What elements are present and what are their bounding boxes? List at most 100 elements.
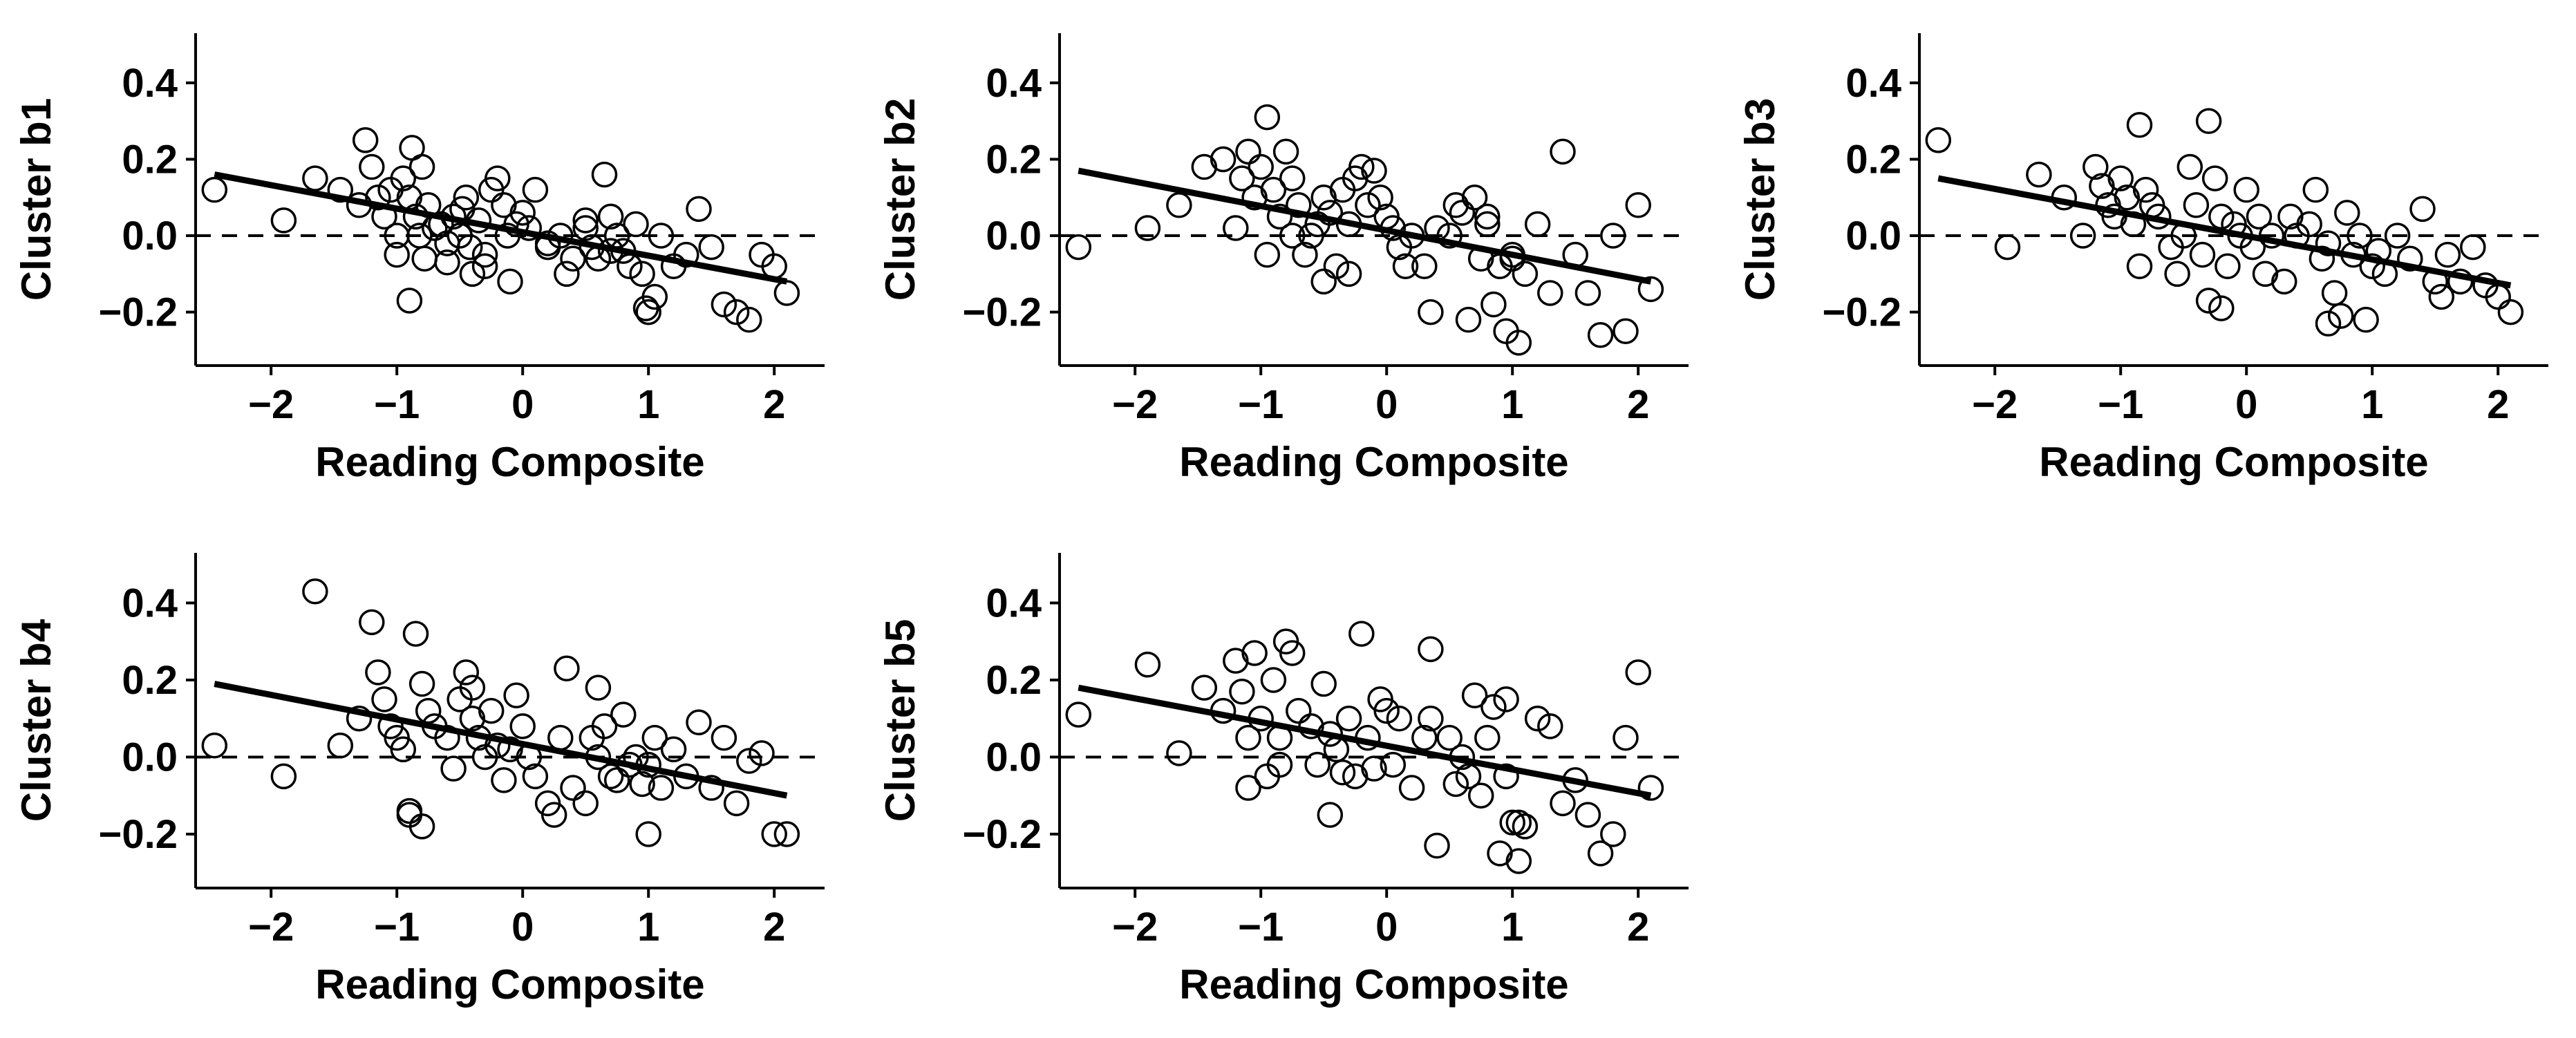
scatter-point — [1065, 701, 1092, 728]
scatter-point — [1455, 306, 1482, 333]
scatter-point — [572, 207, 599, 234]
scatter-point — [1065, 234, 1092, 261]
y-tick-label: −0.2 — [963, 812, 1042, 857]
scatter-point — [428, 211, 454, 238]
scatter-point — [2296, 211, 2322, 238]
scatter-point — [648, 775, 675, 801]
scatter-point — [560, 775, 586, 801]
scatter-point — [1335, 261, 1362, 287]
scatter-point — [711, 291, 737, 318]
scatter-point — [1424, 832, 1450, 859]
scatter-point — [1323, 253, 1350, 280]
scatter-point — [1625, 659, 1651, 686]
scatter-point — [1524, 211, 1551, 238]
y-tick-label: −0.2 — [1823, 290, 1902, 335]
x-tick-label: 0 — [511, 382, 534, 427]
scatter-point — [1260, 176, 1287, 203]
scatter-point — [1587, 322, 1614, 348]
scatter-point — [1474, 724, 1501, 751]
scatter-point — [365, 659, 391, 686]
scatter-point — [396, 287, 423, 314]
scatter-point — [346, 705, 373, 732]
scatter-point — [1279, 640, 1306, 666]
scatter-point — [1317, 200, 1344, 226]
scatter-point — [302, 578, 328, 605]
scatter-point — [591, 161, 618, 188]
y-axis-title: Cluster b1 — [13, 98, 59, 301]
scatter-point — [1613, 318, 1639, 344]
scatter-point — [1223, 215, 1249, 241]
scatter-point — [2215, 253, 2241, 280]
y-tick-label: 0.0 — [986, 214, 1042, 258]
scatter-point — [365, 184, 391, 211]
y-tick-label: 0.4 — [122, 61, 178, 106]
scatter-point — [1134, 651, 1161, 678]
scatter-point — [1229, 678, 1255, 705]
x-tick-label: −1 — [2098, 382, 2143, 427]
scatter-point — [1487, 840, 1513, 867]
scatter-point — [201, 732, 228, 759]
scatter-point — [2189, 241, 2216, 268]
scatter-point — [560, 245, 586, 272]
scatter-point — [2353, 306, 2379, 333]
x-tick-label: 1 — [1501, 382, 1523, 427]
scatter-point — [2315, 230, 2342, 256]
y-tick-label: 0.0 — [122, 214, 178, 258]
scatter-point — [1637, 276, 1664, 303]
y-axis-title: Cluster b2 — [877, 98, 923, 301]
scatter-point — [453, 184, 480, 211]
scatter-point — [1348, 621, 1375, 647]
x-tick-label: 1 — [1501, 905, 1523, 950]
y-tick-label: 0.0 — [122, 735, 178, 780]
scatter-point — [1600, 821, 1626, 847]
scatter-point — [1380, 751, 1407, 778]
scatter-point — [698, 234, 724, 261]
x-axis-title: Reading Composite — [315, 439, 704, 485]
scatter-point — [270, 763, 297, 790]
scatter-point — [1191, 674, 1218, 701]
scatter-point — [1279, 165, 1306, 191]
scatter-point — [736, 306, 762, 333]
scatter-point — [384, 223, 410, 249]
y-tick-label: −0.2 — [99, 812, 178, 857]
x-tick-label: −2 — [248, 905, 294, 950]
scatter-point — [491, 192, 517, 218]
scatter-point — [408, 153, 435, 180]
scatter-point — [635, 821, 661, 847]
scatter-point — [1574, 802, 1601, 828]
scatter-point — [509, 200, 536, 226]
y-tick-label: 0.4 — [986, 61, 1042, 106]
scatter-point — [402, 621, 429, 647]
scatter-point — [2126, 253, 2153, 280]
scatter-point — [1286, 192, 1312, 218]
scatter-point — [603, 767, 630, 793]
scatter-point — [459, 705, 486, 732]
scatter-point — [1272, 138, 1299, 165]
x-tick-label: 1 — [637, 905, 659, 950]
scatter-point — [540, 802, 567, 828]
scatter-point — [1637, 775, 1664, 801]
scatter-point — [1254, 241, 1281, 268]
scatter-point — [1292, 241, 1318, 268]
scatter-point — [648, 223, 675, 249]
y-tick-label: 0.2 — [122, 137, 178, 182]
scatter-point — [503, 682, 529, 709]
scatter-point — [610, 701, 637, 728]
scatter-point — [1418, 705, 1444, 732]
y-axis-title: Cluster b4 — [13, 619, 59, 822]
x-tick-label: 0 — [2235, 382, 2257, 427]
x-tick-label: 2 — [1627, 382, 1649, 427]
scatter-point — [1229, 165, 1255, 191]
scatter-point — [2384, 223, 2411, 249]
scatter-point — [2397, 245, 2423, 272]
scatter-point — [1279, 223, 1306, 249]
y-tick-label: 0.2 — [986, 658, 1042, 703]
scatter-point — [1210, 146, 1237, 173]
scatter-point — [1367, 184, 1393, 211]
x-tick-label: 2 — [763, 905, 785, 950]
scatter-point — [2434, 241, 2461, 268]
scatter-point — [1925, 127, 1952, 153]
scatter-point — [629, 771, 655, 798]
scatter-point — [2195, 108, 2222, 134]
